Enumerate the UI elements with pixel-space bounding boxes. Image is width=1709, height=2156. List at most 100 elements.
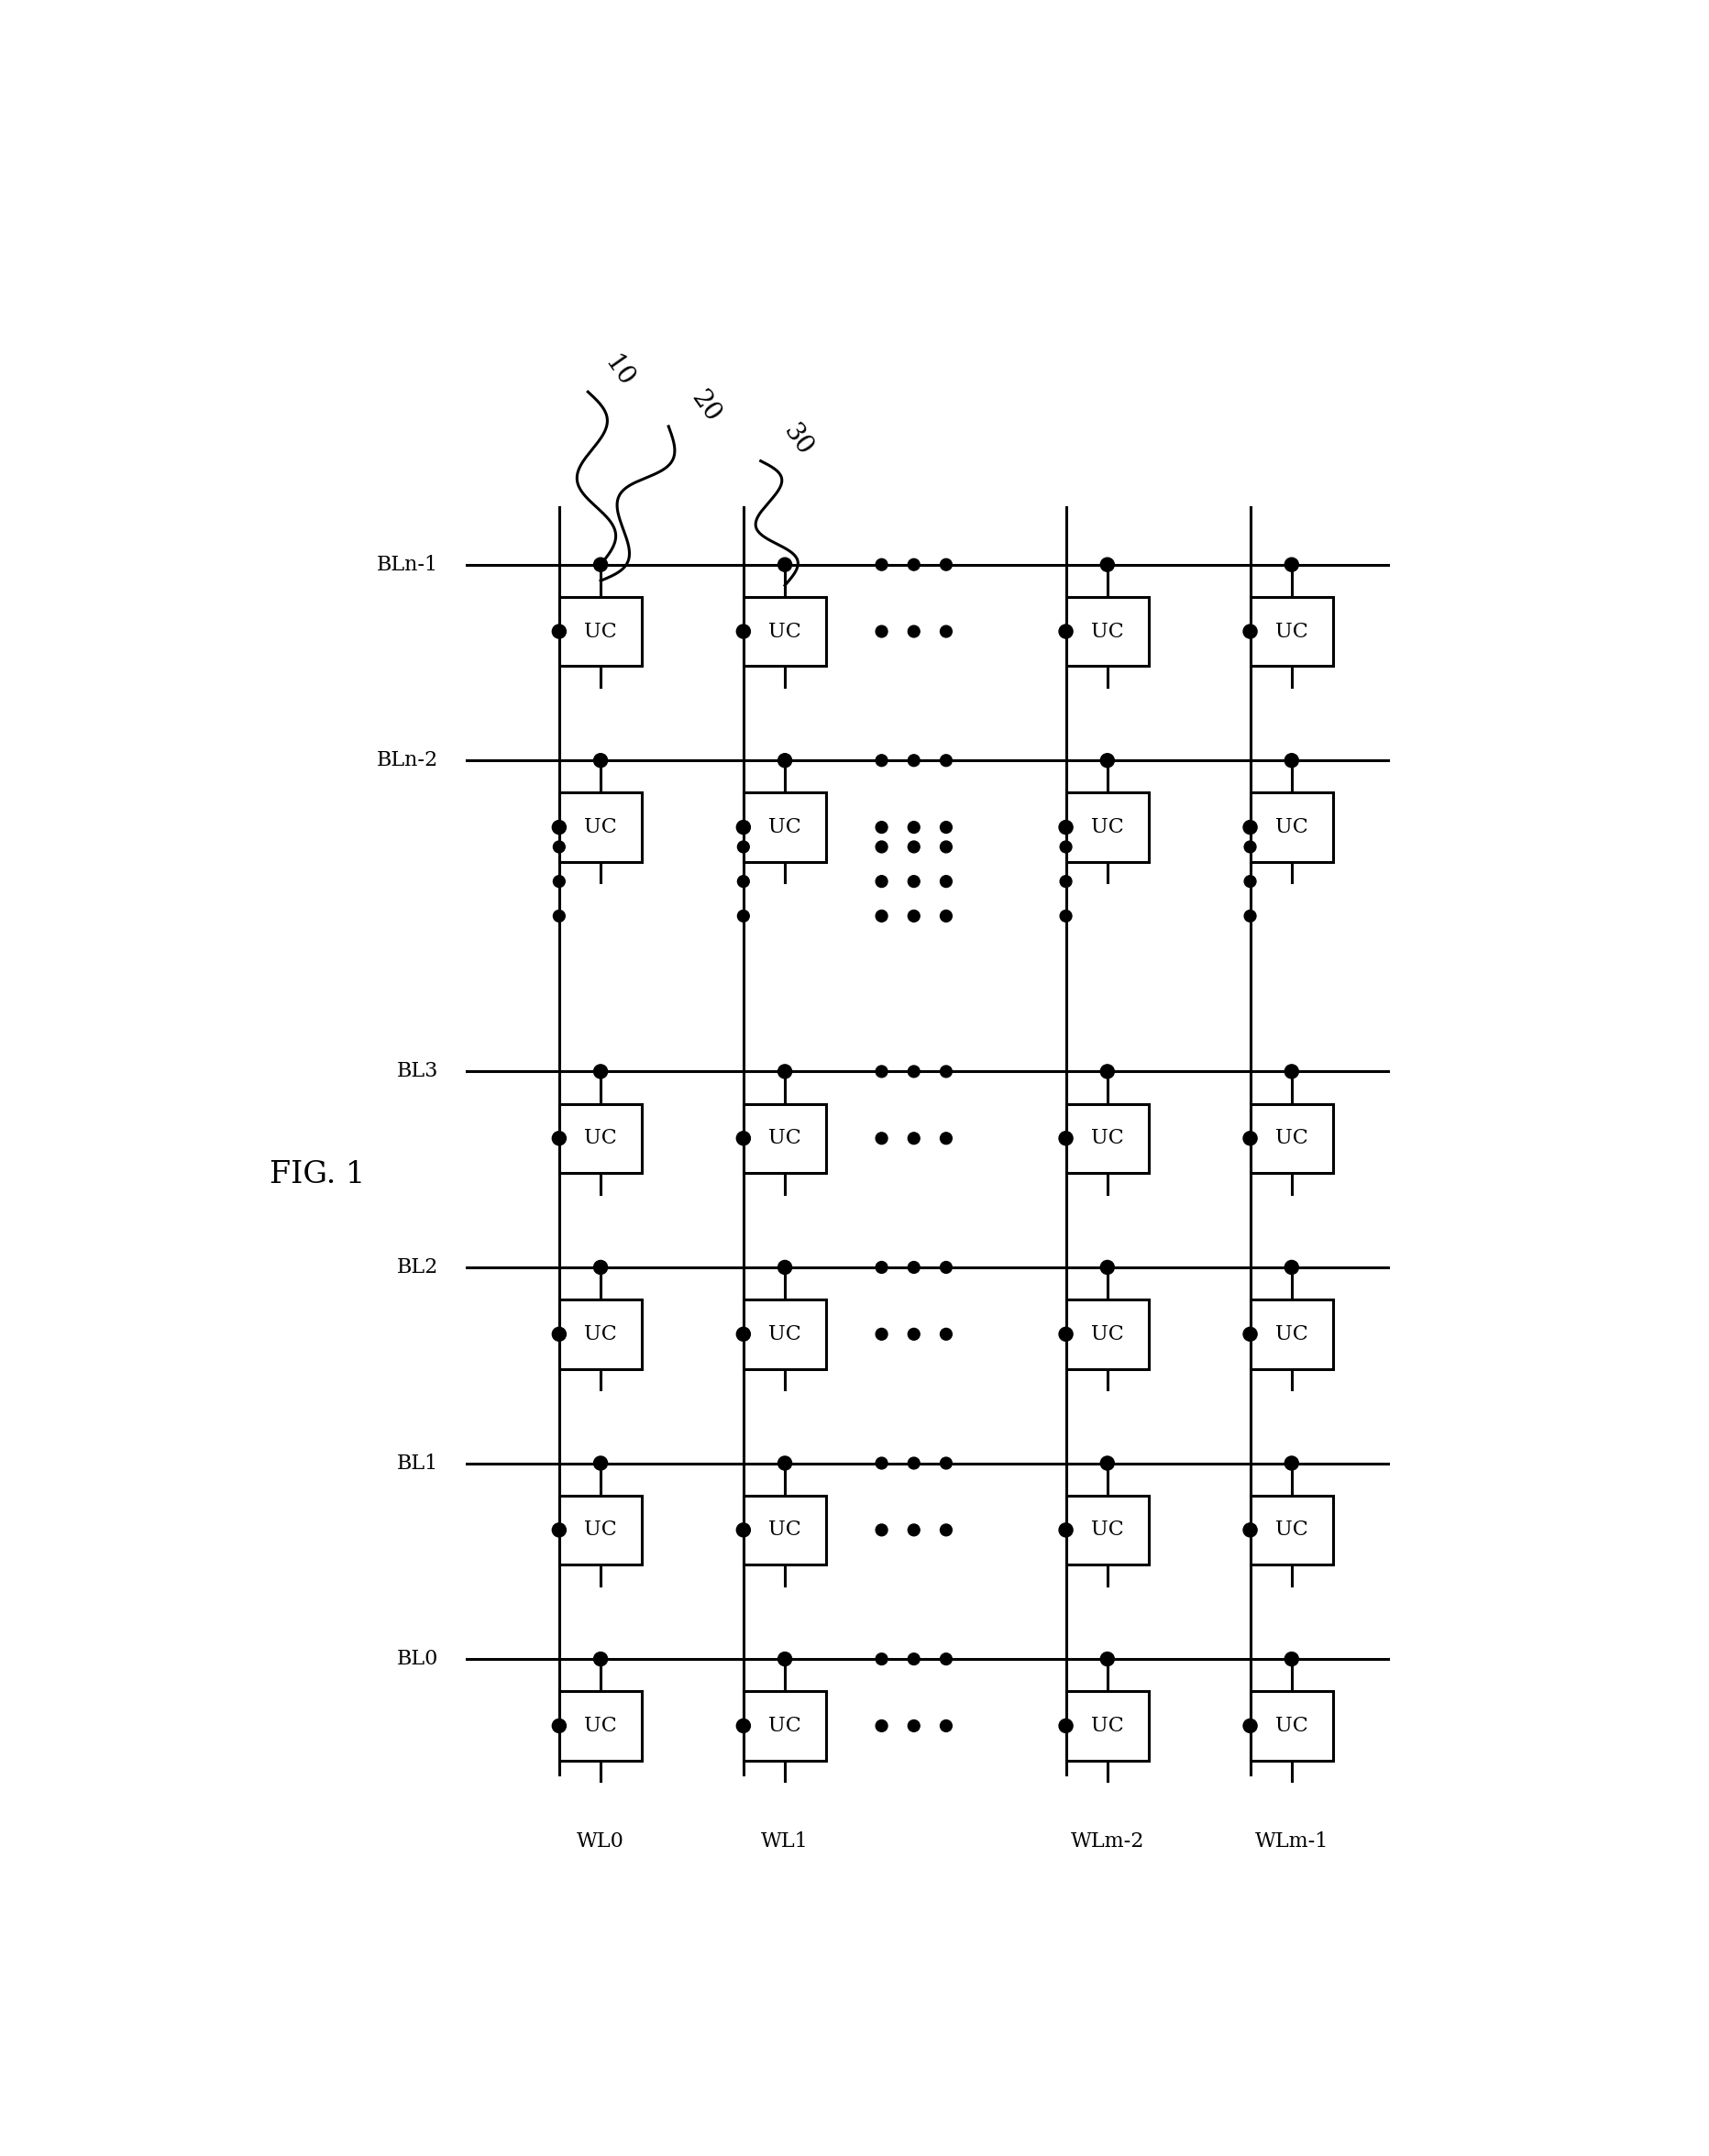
Bar (1251, 1496, 1333, 1565)
Circle shape (907, 755, 919, 765)
Text: UC: UC (1090, 817, 1125, 837)
Circle shape (907, 1065, 919, 1078)
Bar (1066, 1104, 1148, 1173)
Circle shape (552, 1328, 566, 1341)
Circle shape (552, 1132, 566, 1145)
Circle shape (1101, 1455, 1114, 1470)
Circle shape (1285, 1261, 1299, 1274)
Circle shape (907, 1524, 919, 1535)
Text: UC: UC (584, 1520, 617, 1539)
Circle shape (875, 1720, 887, 1731)
Circle shape (593, 1455, 607, 1470)
Text: WL0: WL0 (578, 1833, 624, 1852)
Circle shape (940, 1720, 952, 1731)
Circle shape (875, 558, 887, 571)
Circle shape (1244, 910, 1256, 923)
Circle shape (778, 1651, 791, 1667)
Circle shape (778, 1065, 791, 1078)
Bar (743, 1690, 827, 1761)
Circle shape (1285, 1065, 1299, 1078)
Circle shape (1060, 625, 1073, 638)
Circle shape (907, 1720, 919, 1731)
Circle shape (907, 1457, 919, 1468)
Text: UC: UC (1275, 817, 1307, 837)
Text: WLm-1: WLm-1 (1254, 1833, 1328, 1852)
Circle shape (907, 875, 919, 888)
Circle shape (778, 1261, 791, 1274)
Circle shape (1060, 1132, 1073, 1145)
Circle shape (907, 910, 919, 923)
Bar (743, 1300, 827, 1369)
Circle shape (875, 841, 887, 854)
Bar (1066, 597, 1148, 666)
Bar (1251, 1104, 1333, 1173)
Circle shape (940, 1065, 952, 1078)
Circle shape (1060, 1522, 1073, 1537)
Circle shape (737, 1718, 750, 1733)
Circle shape (907, 1328, 919, 1341)
Circle shape (737, 821, 750, 834)
Circle shape (940, 841, 952, 854)
Circle shape (940, 821, 952, 832)
Circle shape (907, 1132, 919, 1145)
Circle shape (907, 821, 919, 832)
Circle shape (1242, 821, 1258, 834)
Text: BL2: BL2 (396, 1257, 438, 1276)
Circle shape (875, 1328, 887, 1341)
Circle shape (940, 625, 952, 638)
Circle shape (1242, 625, 1258, 638)
Circle shape (875, 625, 887, 638)
Bar (559, 1690, 643, 1761)
Bar (1251, 793, 1333, 862)
Circle shape (737, 1522, 750, 1537)
Circle shape (875, 875, 887, 888)
Bar (1066, 1300, 1148, 1369)
Circle shape (907, 558, 919, 571)
Circle shape (1244, 841, 1256, 854)
Text: UC: UC (1275, 1128, 1307, 1149)
Circle shape (554, 841, 566, 854)
Text: UC: UC (769, 621, 802, 642)
Circle shape (593, 558, 607, 571)
Circle shape (1060, 875, 1072, 888)
Bar (1251, 1300, 1333, 1369)
Circle shape (875, 821, 887, 832)
Circle shape (1101, 1065, 1114, 1078)
Circle shape (940, 1261, 952, 1274)
Circle shape (1285, 1455, 1299, 1470)
Bar (559, 597, 643, 666)
Text: UC: UC (769, 1128, 802, 1149)
Text: UC: UC (769, 1520, 802, 1539)
Text: UC: UC (584, 1128, 617, 1149)
Circle shape (1060, 821, 1073, 834)
Circle shape (875, 1524, 887, 1535)
Text: BL0: BL0 (396, 1649, 438, 1669)
Circle shape (940, 1524, 952, 1535)
Text: UC: UC (769, 1716, 802, 1736)
Circle shape (1285, 755, 1299, 768)
Circle shape (907, 1654, 919, 1664)
Text: BLn-1: BLn-1 (376, 554, 438, 576)
Bar (743, 597, 827, 666)
Circle shape (1101, 558, 1114, 571)
Text: UC: UC (1090, 1324, 1125, 1343)
Circle shape (552, 1718, 566, 1733)
Circle shape (1101, 755, 1114, 768)
Text: UC: UC (1275, 1324, 1307, 1343)
Circle shape (554, 910, 566, 923)
Text: 10: 10 (600, 351, 639, 392)
Text: WLm-2: WLm-2 (1070, 1833, 1145, 1852)
Circle shape (875, 1457, 887, 1468)
Text: UC: UC (1090, 1128, 1125, 1149)
Circle shape (554, 875, 566, 888)
Text: UC: UC (1275, 621, 1307, 642)
Text: WL1: WL1 (761, 1833, 808, 1852)
Circle shape (1101, 1261, 1114, 1274)
Circle shape (593, 1651, 607, 1667)
Text: UC: UC (1275, 1520, 1307, 1539)
Circle shape (1060, 1328, 1073, 1341)
Circle shape (875, 910, 887, 923)
Circle shape (1060, 910, 1072, 923)
Circle shape (1285, 558, 1299, 571)
Circle shape (778, 558, 791, 571)
